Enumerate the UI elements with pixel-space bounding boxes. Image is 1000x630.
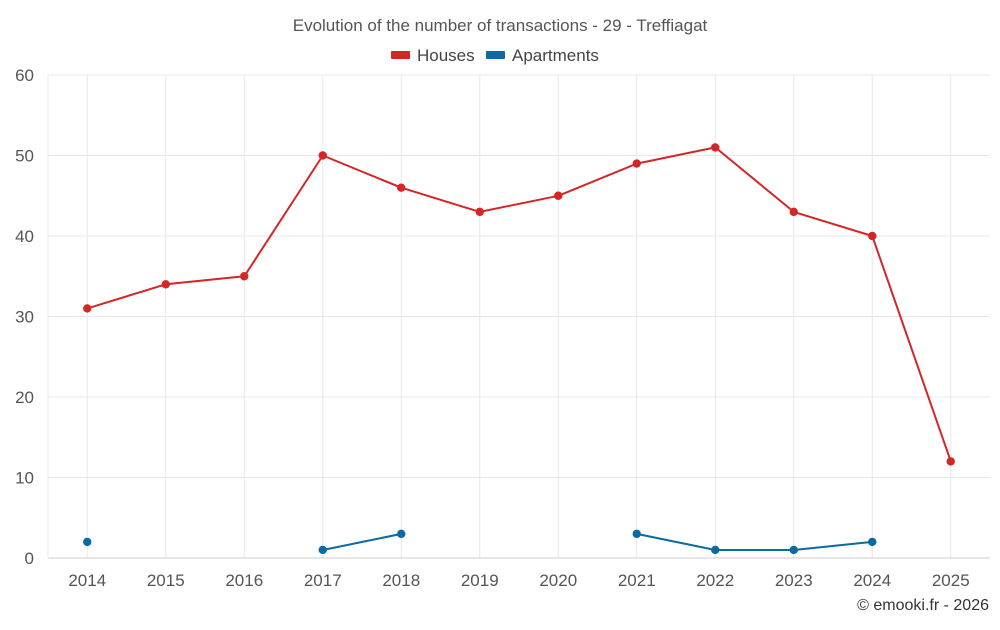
x-tick-label-2023: 2023 — [775, 571, 813, 590]
legend-label-apartments: Apartments — [512, 46, 599, 65]
series-line-houses-0 — [87, 146, 952, 462]
data-point-apartments-2024 — [868, 537, 877, 547]
data-point-apartments-2018 — [397, 529, 406, 539]
data-point-houses-2020 — [554, 191, 563, 200]
data-point-apartments-2022 — [711, 545, 720, 555]
series-line-apartments-2 — [636, 532, 873, 551]
legend-swatch-apartments — [486, 51, 505, 59]
x-tick-label-2024: 2024 — [853, 571, 891, 590]
y-tick-label-40: 40 — [15, 227, 34, 246]
legend: Houses Apartments — [391, 46, 599, 65]
data-point-houses-2014 — [83, 304, 92, 313]
series — [83, 143, 955, 555]
x-tick-label-2017: 2017 — [304, 571, 342, 590]
x-tick-label-2018: 2018 — [382, 571, 420, 590]
data-point-houses-2022 — [711, 143, 720, 152]
series-houses — [83, 143, 955, 466]
y-tick-label-50: 50 — [15, 147, 34, 166]
data-point-houses-2016 — [240, 272, 249, 281]
data-point-houses-2023 — [789, 207, 798, 217]
legend-swatch-houses — [391, 51, 410, 59]
y-tick-label-60: 60 — [15, 66, 34, 85]
x-tick-label-2014: 2014 — [68, 571, 106, 590]
legend-label-houses: Houses — [417, 46, 475, 65]
x-tick-label-2021: 2021 — [618, 571, 656, 590]
data-point-apartments-2023 — [789, 545, 798, 555]
y-tick-label-10: 10 — [15, 469, 34, 488]
data-point-houses-2019 — [475, 207, 484, 217]
y-tick-label-0: 0 — [25, 549, 34, 568]
y-tick-label-20: 20 — [15, 388, 34, 407]
x-tick-label-2020: 2020 — [539, 571, 577, 590]
credit-text: © emooki.fr - 2026 — [857, 597, 989, 614]
data-point-apartments-2021 — [632, 529, 641, 539]
axes: 0 10 20 30 40 50 60 2014 2015 2016 2017 2018 2019 202… — [15, 66, 990, 590]
series-line-apartments-1 — [322, 532, 402, 551]
data-point-apartments-2014 — [83, 537, 92, 547]
data-point-houses-2015 — [161, 280, 170, 289]
chart-title: Evolution of the number of transactions … — [293, 16, 708, 35]
data-point-houses-2017 — [318, 151, 327, 160]
data-point-houses-2025 — [946, 457, 955, 466]
x-tick-label-2019: 2019 — [461, 571, 499, 590]
x-tick-label-2022: 2022 — [696, 571, 734, 590]
grid — [48, 74, 990, 558]
y-tick-label-30: 30 — [15, 308, 34, 327]
x-tick-label-2025: 2025 — [932, 571, 970, 590]
data-point-apartments-2017 — [318, 545, 327, 555]
x-tick-label-2015: 2015 — [147, 571, 185, 590]
data-point-houses-2018 — [397, 183, 406, 192]
series-apartments — [83, 529, 877, 555]
data-point-houses-2021 — [632, 159, 641, 168]
data-point-houses-2024 — [868, 231, 877, 241]
x-tick-label-2016: 2016 — [225, 571, 263, 590]
